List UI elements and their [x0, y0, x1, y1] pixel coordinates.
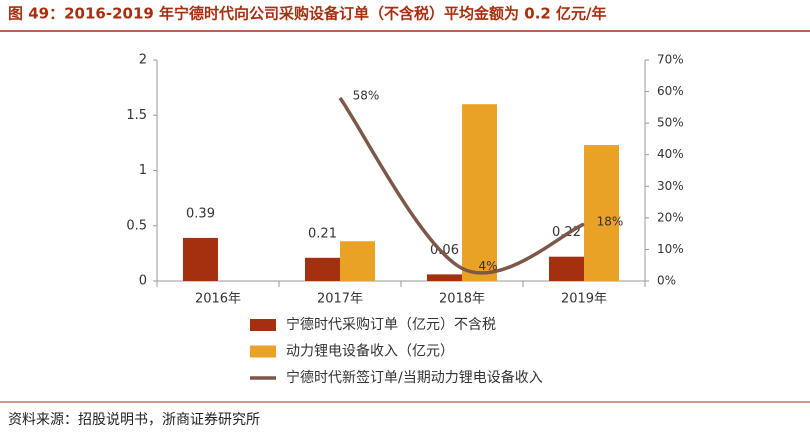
bar-value-label: 0.21 [308, 226, 337, 241]
y-tick-label: 2 [139, 53, 147, 68]
bar [183, 237, 218, 281]
y-tick-label: 1 [139, 163, 147, 178]
source: 资料来源：招股说明书，浙商证券研究所 [8, 412, 260, 428]
y2-tick-label: 20% [657, 210, 684, 224]
y2-tick-label: 30% [657, 179, 684, 193]
bar [305, 257, 340, 281]
x-tick-label: 2017年 [317, 292, 363, 307]
bar [462, 104, 497, 281]
bar [549, 256, 584, 281]
chart-title: 图 49：2016-2019 年宁德时代向公司采购设备订单（不含税）平均金额为 … [8, 5, 607, 23]
line-value-label: 58% [353, 88, 380, 102]
y2-tick-label: 70% [657, 53, 684, 67]
bar [584, 145, 619, 281]
legend-swatch [250, 345, 276, 358]
x-tick-label: 2016年 [195, 292, 241, 307]
legend-label: 宁德时代新签订单/当期动力锂电设备收入 [286, 369, 543, 386]
line-value-label: 18% [597, 215, 624, 229]
line-value-label: 4% [478, 259, 497, 273]
y2-tick-label: 0% [657, 274, 676, 288]
y2-tick-label: 60% [657, 84, 684, 98]
line [338, 96, 585, 275]
x-tick-label: 2019年 [561, 292, 607, 307]
bar [427, 274, 462, 281]
legend-label: 动力锂电设备收入（亿元） [286, 343, 454, 360]
y2-tick-label: 50% [657, 116, 684, 130]
bar-value-label: 0.39 [186, 206, 215, 221]
x-tick-label: 2018年 [439, 292, 485, 307]
y-tick-label: 0.5 [126, 218, 147, 233]
y-tick-label: 0 [139, 274, 147, 289]
bar [340, 241, 375, 281]
legend-label: 宁德时代采购订单（亿元）不含税 [286, 316, 496, 333]
legend-swatch [250, 319, 276, 331]
y2-tick-label: 10% [657, 242, 684, 256]
y2-tick-label: 40% [657, 147, 684, 161]
y-tick-label: 1.5 [126, 108, 147, 123]
